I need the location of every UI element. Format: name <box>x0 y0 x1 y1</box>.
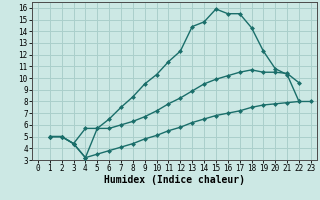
X-axis label: Humidex (Indice chaleur): Humidex (Indice chaleur) <box>104 175 245 185</box>
